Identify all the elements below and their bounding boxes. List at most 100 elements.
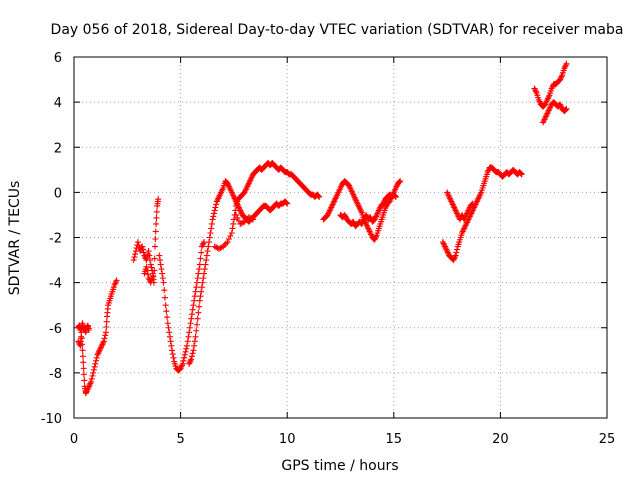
data-point	[217, 245, 224, 252]
data-point	[532, 88, 539, 95]
data-point	[144, 271, 151, 278]
data-point	[81, 377, 88, 384]
data-point	[134, 239, 141, 246]
data-point	[186, 324, 193, 331]
data-point	[183, 342, 190, 349]
data-point	[207, 229, 214, 236]
data-point	[223, 240, 230, 247]
data-point	[250, 216, 257, 223]
data-point	[211, 210, 218, 217]
y-tick-label: -4	[49, 277, 62, 292]
data-point	[161, 287, 168, 294]
data-point	[179, 360, 186, 367]
data-point	[230, 216, 237, 223]
data-point	[160, 279, 167, 286]
y-tick-label: 4	[54, 96, 62, 111]
data-point	[532, 87, 539, 94]
data-point	[195, 309, 202, 316]
data-points	[75, 60, 570, 397]
data-point	[80, 359, 87, 366]
data-point	[232, 207, 239, 214]
data-point	[165, 324, 172, 331]
data-point	[158, 266, 165, 273]
chart-title: Day 056 of 2018, Sidereal Day-to-day VTE…	[51, 22, 624, 38]
data-point	[192, 333, 199, 340]
data-point	[200, 275, 207, 282]
data-point	[212, 204, 219, 211]
data-point	[198, 284, 205, 291]
y-tick-label: 2	[54, 141, 62, 156]
data-point	[131, 254, 138, 261]
data-point	[191, 338, 198, 345]
data-point	[170, 354, 177, 361]
data-point	[169, 351, 176, 358]
data-point	[113, 277, 120, 284]
data-point	[91, 363, 98, 370]
data-point	[229, 225, 236, 232]
data-point	[469, 200, 476, 207]
grid-lines	[74, 57, 607, 418]
data-point	[248, 215, 255, 222]
data-point	[197, 293, 204, 300]
x-axis-label: GPS time / hours	[281, 458, 398, 474]
data-point	[392, 193, 399, 200]
data-point	[205, 243, 212, 250]
data-point	[132, 251, 139, 258]
data-point	[208, 220, 215, 227]
data-point	[199, 279, 206, 286]
data-point	[181, 354, 188, 361]
data-point	[518, 171, 525, 178]
data-point	[196, 303, 203, 310]
data-point	[93, 357, 100, 364]
data-point	[161, 294, 168, 301]
data-point	[166, 329, 173, 336]
y-tick-label: -6	[49, 322, 62, 337]
x-tick-labels: 0 5 10 15 20 25	[70, 432, 615, 447]
data-point	[185, 333, 192, 340]
data-point	[452, 252, 459, 259]
data-point	[195, 270, 202, 277]
data-point	[159, 270, 166, 277]
data-point	[89, 372, 96, 379]
data-point	[92, 360, 99, 367]
data-point	[152, 236, 159, 243]
data-point	[147, 261, 154, 268]
data-point	[88, 375, 95, 382]
data-point	[157, 261, 164, 268]
data-point	[79, 347, 86, 354]
data-point	[112, 278, 119, 285]
data-point	[453, 249, 460, 256]
data-point	[196, 261, 203, 268]
y-tick-label: 6	[54, 51, 62, 66]
data-point	[191, 293, 198, 300]
axis-ticks	[73, 56, 608, 419]
data-point	[168, 342, 175, 349]
data-point	[203, 257, 210, 264]
data-point	[183, 345, 190, 352]
data-point	[101, 335, 108, 342]
data-point	[164, 314, 171, 321]
y-axis-label: SDTVAR / TECUs	[7, 181, 23, 296]
data-point	[233, 211, 240, 218]
data-point	[188, 315, 195, 322]
data-point	[468, 201, 475, 208]
data-point	[79, 341, 86, 348]
data-point	[140, 249, 147, 256]
data-point	[454, 246, 461, 253]
data-point	[152, 228, 159, 235]
data-point	[130, 257, 137, 264]
data-point	[206, 234, 213, 241]
x-tick-label: 15	[386, 432, 403, 447]
data-point	[153, 220, 160, 227]
data-point	[198, 249, 205, 256]
data-point	[190, 302, 197, 309]
data-point	[139, 246, 146, 253]
data-point	[213, 244, 220, 251]
data-point	[209, 216, 216, 223]
data-point	[203, 252, 210, 259]
data-point	[562, 62, 569, 69]
data-point	[192, 288, 199, 295]
data-point	[315, 193, 322, 200]
data-point	[392, 193, 399, 200]
data-point	[186, 329, 193, 336]
